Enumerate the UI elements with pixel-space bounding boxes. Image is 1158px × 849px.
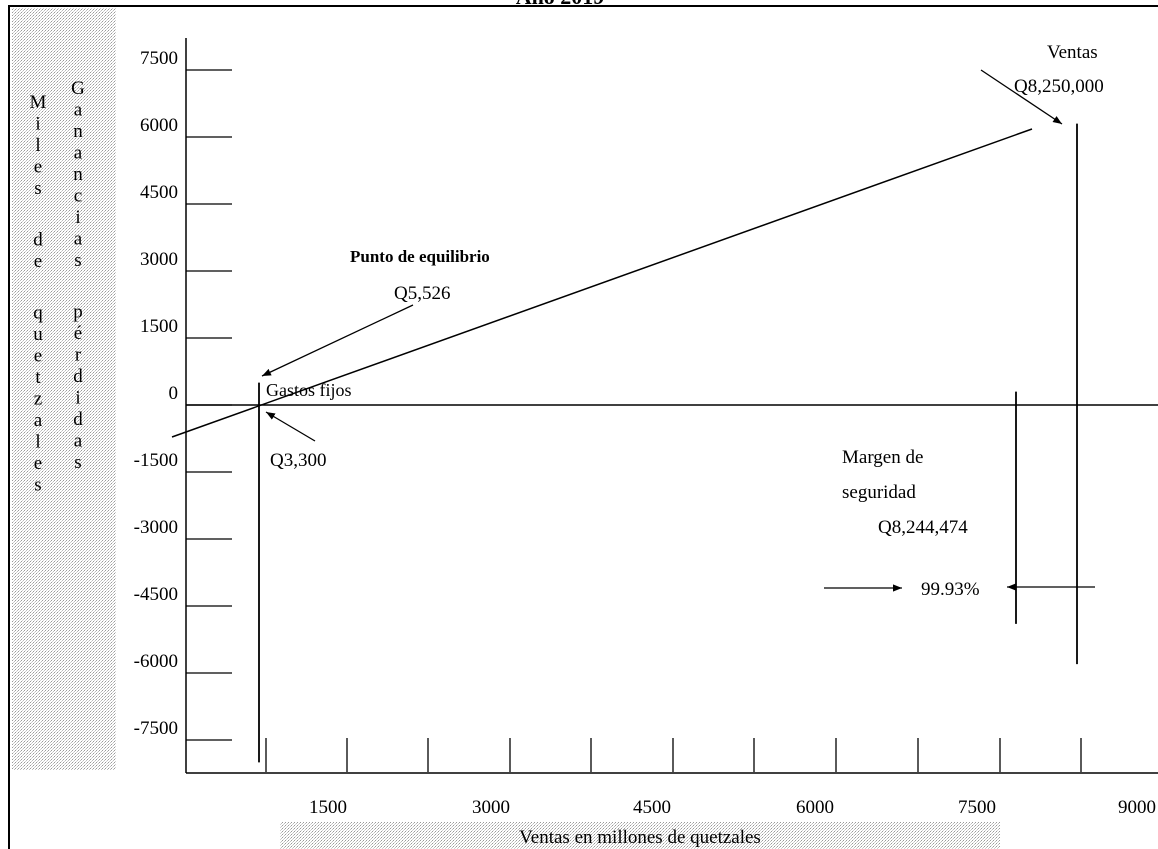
y-tick-label: -4500 [134, 584, 178, 605]
y-tick-label: 1500 [140, 316, 178, 337]
axis-label-letter: i [35, 114, 40, 135]
x-tick-label: 1500 [309, 797, 347, 818]
axis-label-letter: u [33, 324, 43, 345]
y-tick-label: 3000 [140, 249, 178, 270]
axis-label-letter: s [34, 475, 41, 496]
axis-label-letter: a [34, 410, 43, 431]
fixed-costs-value: Q3,300 [270, 450, 326, 471]
axis-label-letter: e [34, 453, 42, 474]
breakeven-title: Punto de equilibrio [350, 247, 490, 266]
y-tick-label: 4500 [140, 182, 178, 203]
axis-label-letter: a [74, 229, 83, 250]
reference-lines [258, 123, 1078, 763]
axis-label-letter: l [35, 432, 40, 453]
axis-label-letter: e [34, 157, 42, 178]
x-ticks: 1500 3000 4500 6000 7500 9000 [265, 738, 1156, 818]
y-ticks: 7500 6000 4500 3000 1500 0 -1500 -3000 -4500 -600… [134, 48, 232, 741]
axis-label-letter: e [34, 251, 42, 272]
x-tick-label: 6000 [796, 797, 834, 818]
x-tick-label: 7500 [958, 797, 996, 818]
fixed-costs-arrow [265, 411, 316, 442]
axis-label-letter: G [71, 78, 85, 99]
chart-title: Año 2019 [516, 0, 605, 9]
y-tick-label: -7500 [134, 718, 178, 739]
y-tick-label: -6000 [134, 651, 178, 672]
breakeven-value: Q5,526 [394, 283, 450, 304]
sales-arrow [980, 69, 1063, 125]
axis-label-letter: M [30, 92, 47, 113]
fixed-costs-title: Gastos fijos [266, 380, 352, 400]
axis-label-letter: z [34, 389, 42, 410]
x-tick-label: 3000 [472, 797, 510, 818]
sales-line [171, 128, 1033, 438]
margin-percent: 99.93% [921, 579, 980, 600]
axis-label-letter: t [35, 367, 41, 388]
axis-label-letter: l [35, 135, 40, 156]
axis-label-letter: n [73, 164, 83, 185]
axis-label-letter: s [34, 178, 41, 199]
x-tick-label: 9000 [1118, 797, 1156, 818]
x-label-background [280, 822, 1000, 849]
y-tick-label: 6000 [140, 115, 178, 136]
axis-label-letter: s [74, 250, 81, 271]
axis-label-letter: r [75, 345, 82, 366]
axis-label-letter: s [74, 452, 81, 473]
axis-label-letter: d [33, 230, 43, 251]
axis-label-letter: i [75, 207, 80, 228]
y-label-background [12, 8, 116, 770]
sales-title: Ventas [1047, 42, 1098, 63]
margin-value: Q8,244,474 [878, 517, 968, 538]
y-tick-label: -3000 [134, 517, 178, 538]
axis-label-letter: i [75, 388, 80, 409]
axis-label-letter: a [74, 431, 83, 452]
chart-frame [8, 5, 1158, 849]
y-tick-label: 0 [169, 383, 179, 404]
axis-label-letter: d [73, 409, 83, 430]
axis-label-letter: a [74, 143, 83, 164]
axis-label-letter: e [34, 346, 42, 367]
axis-label-letter: q [33, 303, 43, 324]
axis-label-letter: c [74, 186, 82, 207]
y-tick-label: -1500 [134, 450, 178, 471]
breakeven-arrow [261, 304, 414, 377]
axis-label-letter: d [73, 366, 83, 387]
margin-title-1: Margen de [842, 447, 923, 468]
x-axis-label: Ventas en millones de quetzales [519, 827, 761, 848]
axis-label-letter: p [73, 302, 83, 323]
y-tick-label: 7500 [140, 48, 178, 69]
x-tick-label: 4500 [633, 797, 671, 818]
axis-label-letter: a [74, 100, 83, 121]
margin-title-2: seguridad [842, 482, 916, 503]
axis-label-letter: n [73, 121, 83, 142]
sales-value: Q8,250,000 [1014, 76, 1104, 97]
axis-label-letter: é [74, 323, 82, 344]
